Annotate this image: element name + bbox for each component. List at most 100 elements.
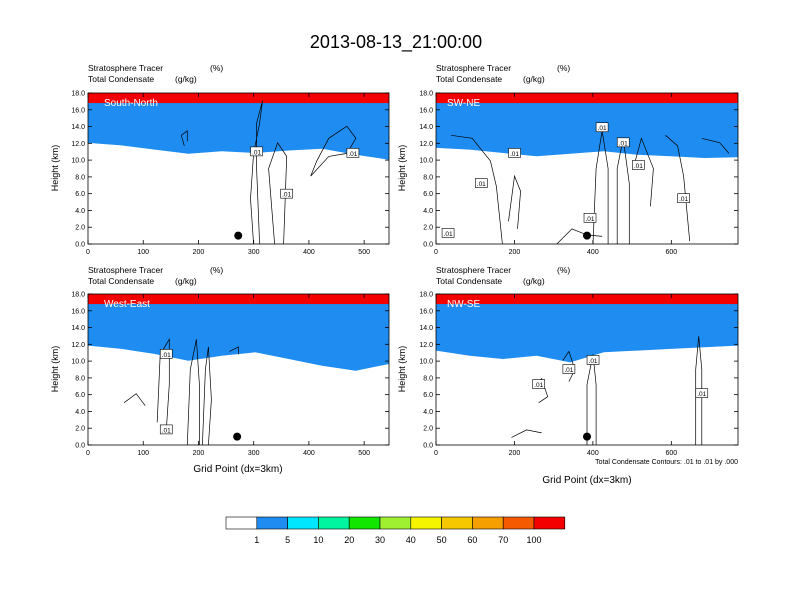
x-tick-label: 600 [665, 249, 677, 256]
plot-area: .01 .01 .01 0.0 2.0 4.0 6.0 8.0 10.0 12.0 14.0 16.0… [71, 91, 390, 256]
y-tick-label: 14.0 [419, 124, 433, 131]
x-tick-label: 500 [358, 450, 370, 457]
plot-frame [87, 293, 390, 446]
x-tick-label: 0 [434, 249, 438, 256]
tracer-band-9 [436, 294, 738, 363]
y-tick-label: 0.0 [423, 443, 433, 450]
location-marker [233, 432, 242, 441]
tracer-band-top [88, 294, 389, 305]
colorbar-swatch [225, 516, 258, 530]
location-marker [234, 231, 243, 240]
y-tick-label: 10.0 [419, 359, 433, 366]
colorbar-swatch [287, 516, 319, 530]
panel-title-left: Stratosphere Tracer [436, 265, 511, 275]
x-axis-label: Grid Point (dx=3km) [542, 475, 631, 486]
x-tick-label: 400 [587, 450, 599, 457]
contour-label-box [159, 349, 173, 359]
condensate-contour [511, 429, 542, 438]
y-axis-label: Height (km) [50, 145, 60, 192]
y-tick-label: 16.0 [71, 107, 85, 114]
contour-label: .01 [589, 358, 598, 365]
contour-label: .01 [697, 391, 706, 398]
x-tick-label: 0 [86, 249, 90, 256]
colorbar-label: 70 [498, 535, 508, 545]
panel-nw-se: Stratosphere Tracer (%) Total Condensate… [397, 265, 739, 486]
y-tick-label: 14.0 [71, 325, 85, 332]
condensate-contour [562, 350, 576, 382]
tracer-band-top [436, 93, 738, 104]
condensate-contour [634, 137, 654, 207]
contour-label-box [474, 178, 488, 188]
contour-label: .01 [510, 151, 519, 158]
condensate-contour [268, 142, 288, 245]
colorbar-label: 100 [526, 535, 541, 545]
y-tick-label: 0.0 [423, 242, 433, 249]
panel-subtitle-right: (g/kg) [523, 74, 545, 84]
panel-subtitle-left: Total Condensate [88, 276, 154, 286]
y-tick-label: 2.0 [423, 426, 433, 433]
contour-label-box [583, 213, 597, 223]
contour-label: .01 [634, 163, 643, 170]
x-tick-label: 0 [434, 450, 438, 457]
condensate-contour [556, 228, 603, 245]
tracer-band-top [88, 93, 389, 104]
y-tick-label: 6.0 [75, 191, 85, 198]
contour-label-box [677, 193, 690, 203]
contour-label: .01 [534, 382, 543, 389]
x-tick-label: 400 [303, 249, 315, 256]
panel-title-left: Stratosphere Tracer [436, 63, 511, 73]
y-tick-label: 12.0 [419, 342, 433, 349]
y-tick-label: 18.0 [419, 292, 433, 299]
panel-title-left: Stratosphere Tracer [88, 63, 163, 73]
colorbar-label: 50 [437, 535, 447, 545]
condensate-contour [665, 135, 691, 242]
x-tick-label: 300 [248, 450, 260, 457]
condensate-contour [508, 174, 521, 229]
y-tick-label: 8.0 [423, 375, 433, 382]
x-tick-label: 100 [137, 450, 149, 457]
y-tick-label: 0.0 [75, 443, 85, 450]
contour-label-box [441, 228, 455, 238]
y-tick-label: 4.0 [75, 208, 85, 215]
panel-subtitle-right: (g/kg) [175, 276, 197, 286]
condensate-contour [586, 354, 597, 445]
colorbar-label: 10 [313, 535, 323, 545]
y-tick-label: 16.0 [419, 107, 433, 114]
contour-label: .01 [162, 427, 171, 434]
panel-label: West-East [104, 299, 150, 310]
contour-label: .01 [564, 367, 573, 374]
y-tick-label: 12.0 [71, 342, 85, 349]
colorbar-label: 20 [344, 535, 354, 545]
condensate-contour [202, 346, 212, 446]
condensate-contour [186, 339, 200, 446]
contour-label-box [280, 188, 293, 199]
x-tick-label: 400 [303, 450, 315, 457]
y-tick-label: 14.0 [419, 325, 433, 332]
contour-label: .01 [679, 196, 688, 203]
x-tick-label: 500 [358, 249, 370, 256]
colorbar-label: 40 [406, 535, 416, 545]
footnote: Total Condensate Contours: .01 to .01 by… [595, 459, 738, 466]
condensate-contour [701, 137, 730, 154]
location-marker [583, 432, 591, 441]
y-tick-label: 10.0 [71, 359, 85, 366]
contour-label-box [562, 364, 576, 374]
condensate-contour [310, 125, 357, 177]
panel-label: SW-NE [447, 98, 480, 109]
panel-subtitle-right: (g/kg) [523, 276, 545, 286]
y-tick-label: 18.0 [419, 91, 433, 98]
x-tick-label: 200 [193, 249, 205, 256]
panel-label: South-North [104, 98, 158, 109]
contour-label: .01 [162, 352, 171, 359]
panel-title-left: Stratosphere Tracer [88, 265, 163, 275]
y-tick-label: 6.0 [423, 392, 433, 399]
condensate-contour [451, 134, 503, 245]
contour-label-box [250, 146, 263, 157]
panel-subtitle-left: Total Condensate [436, 276, 502, 286]
colorbar-swatch [502, 516, 535, 530]
contour-label-box [508, 148, 521, 158]
y-tick-label: 16.0 [419, 308, 433, 315]
x-tick-label: 200 [509, 249, 521, 256]
x-tick-label: 200 [193, 450, 205, 457]
y-tick-label: 12.0 [71, 141, 85, 148]
